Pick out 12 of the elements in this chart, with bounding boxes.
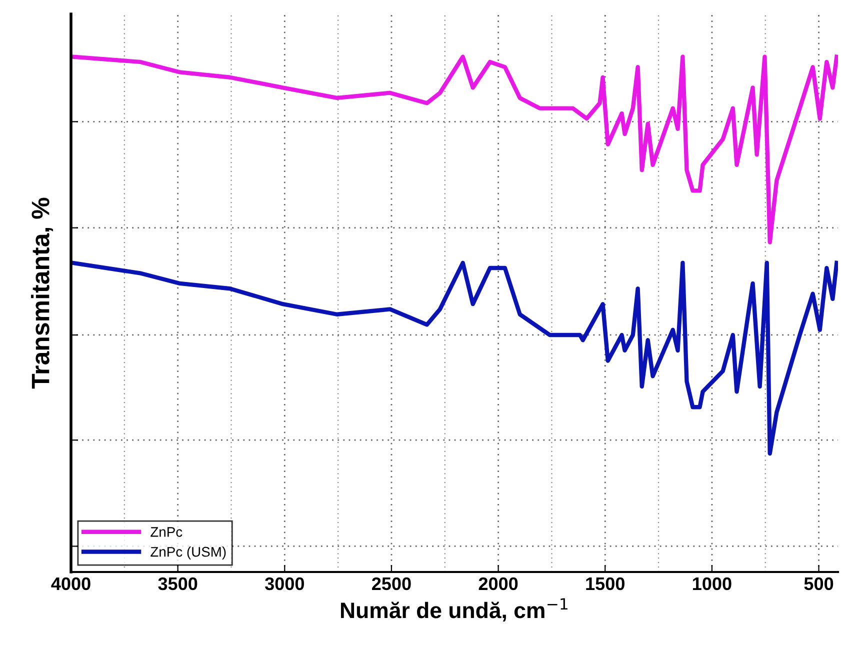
x-tick-label: 3000 xyxy=(264,577,304,590)
x-tick-label: 2000 xyxy=(478,577,518,590)
legend-label: ZnPc xyxy=(150,527,182,537)
x-tick-label: 4000 xyxy=(51,577,90,590)
y-axis-title: Transmitanta, % xyxy=(31,198,54,389)
x-tick-label: 2500 xyxy=(372,577,411,590)
x-tick-label: 1000 xyxy=(693,577,732,590)
x-tick-label: 500 xyxy=(804,577,834,590)
legend-label: ZnPc (USM) xyxy=(150,546,226,560)
x-tick-label: 1500 xyxy=(586,577,624,590)
x-tick-label: 3500 xyxy=(158,577,198,590)
x-axis-title: Număr de undă, cm$^{−1}$ xyxy=(340,598,568,622)
